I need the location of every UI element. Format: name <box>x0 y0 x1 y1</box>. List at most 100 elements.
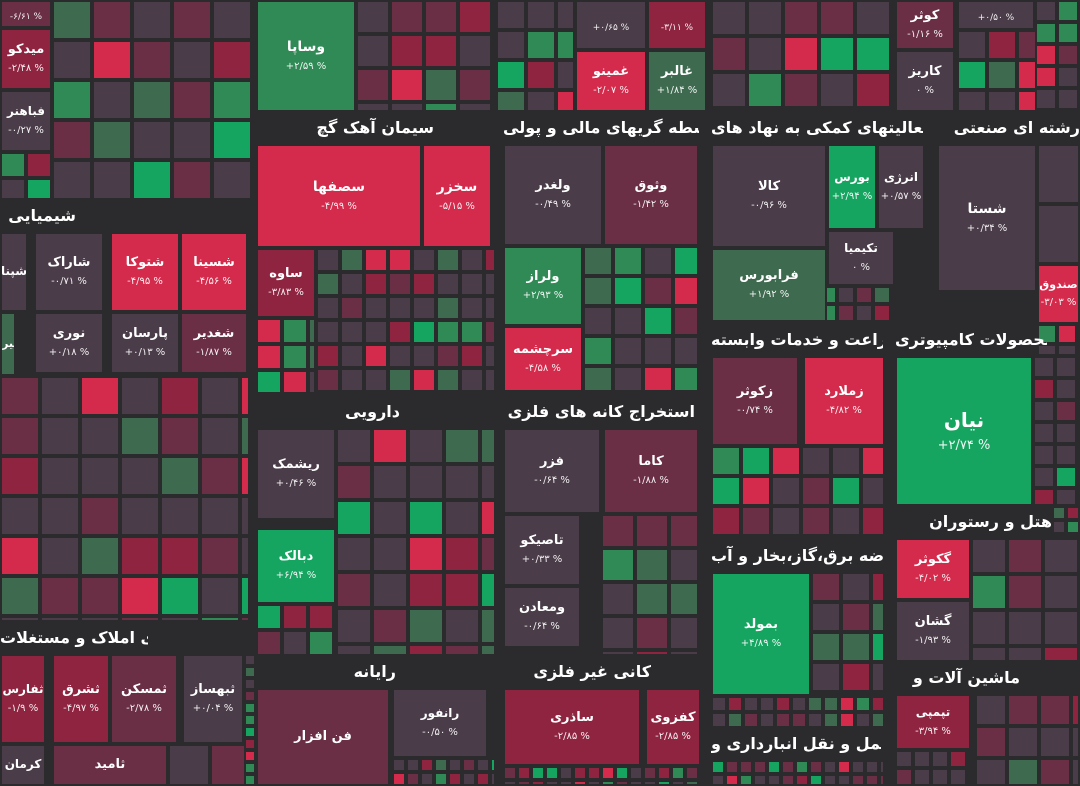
treemap-tile-small[interactable] <box>388 344 412 368</box>
treemap-tile-small[interactable] <box>871 632 885 662</box>
treemap-tile[interactable]: فرابورس +۱/۹۲ % <box>711 248 827 322</box>
treemap-tile-small[interactable] <box>871 662 885 692</box>
treemap-tile[interactable]: تاصیکو +۰/۳۳ % <box>503 514 581 586</box>
treemap-tile-small[interactable] <box>711 760 725 774</box>
treemap-tile-small[interactable] <box>1007 694 1039 726</box>
treemap-tile-small[interactable] <box>771 446 801 476</box>
treemap-tile-small[interactable] <box>837 774 851 786</box>
treemap-tile-small[interactable] <box>120 496 160 536</box>
treemap-tile-small[interactable] <box>420 772 434 786</box>
treemap-tile-small[interactable] <box>412 296 436 320</box>
treemap-tile-small[interactable] <box>1007 574 1043 610</box>
treemap-tile-small[interactable] <box>971 610 1007 646</box>
treemap-tile-small[interactable] <box>559 780 573 786</box>
treemap-tile-small[interactable] <box>601 780 615 786</box>
treemap-tile-small[interactable] <box>256 318 282 344</box>
treemap-tile-small[interactable] <box>424 34 458 68</box>
treemap-tile-small[interactable] <box>967 768 971 786</box>
treemap-tile-small[interactable] <box>412 344 436 368</box>
treemap-tile-small[interactable] <box>971 574 1007 610</box>
treemap-tile-small[interactable] <box>460 296 484 320</box>
treemap-tile-small[interactable] <box>356 68 390 102</box>
treemap-tile-small[interactable] <box>895 750 913 768</box>
treemap-tile-small[interactable] <box>1007 726 1039 758</box>
treemap-tile-small[interactable] <box>711 506 741 536</box>
treemap-tile-small[interactable] <box>957 60 987 90</box>
treemap-tile-small[interactable] <box>80 616 120 622</box>
treemap-tile-small[interactable] <box>460 248 484 272</box>
treemap-tile-small[interactable] <box>436 272 460 296</box>
treemap-tile-small[interactable] <box>256 604 282 630</box>
treemap-tile-small[interactable] <box>861 506 885 536</box>
treemap-tile-small[interactable] <box>364 272 388 296</box>
treemap-tile-small[interactable] <box>484 296 496 320</box>
treemap-tile-small[interactable] <box>629 780 643 786</box>
treemap-tile-small[interactable] <box>775 696 791 712</box>
treemap-tile-small[interactable] <box>340 368 364 392</box>
treemap-tile-small[interactable] <box>559 766 573 780</box>
treemap-tile-small[interactable] <box>160 456 200 496</box>
treemap-tile-small[interactable] <box>462 772 476 786</box>
treemap-tile-small[interactable] <box>931 768 949 786</box>
treemap-tile-small[interactable] <box>841 572 871 602</box>
treemap-tile-small[interactable] <box>711 72 747 108</box>
treemap-tile-small[interactable] <box>1057 66 1079 88</box>
treemap-tile-small[interactable] <box>252 40 256 80</box>
treemap-tile-small[interactable] <box>0 178 26 200</box>
treemap-tile-small[interactable] <box>839 696 855 712</box>
treemap-tile-small[interactable] <box>316 368 340 392</box>
treemap-tile-small[interactable] <box>669 548 699 582</box>
treemap-tile-small[interactable] <box>364 368 388 392</box>
treemap-tile[interactable]: ریشمک +۰/۴۶ % <box>256 428 336 520</box>
treemap-tile-small[interactable] <box>725 774 739 786</box>
treemap-tile-small[interactable] <box>408 500 444 536</box>
treemap-tile-small[interactable] <box>1071 694 1080 726</box>
treemap-tile-small[interactable] <box>340 344 364 368</box>
treemap-tile-small[interactable] <box>484 320 496 344</box>
treemap-tile-small[interactable] <box>503 780 517 786</box>
treemap-tile-small[interactable] <box>841 692 871 696</box>
treemap-tile-small[interactable] <box>801 446 831 476</box>
treemap-tile-small[interactable] <box>767 774 781 786</box>
treemap-tile-small[interactable] <box>458 0 492 34</box>
treemap-tile-small[interactable] <box>861 536 885 540</box>
treemap-tile-small[interactable] <box>635 582 669 616</box>
treemap-tile-small[interactable] <box>390 68 424 102</box>
treemap-tile-small[interactable] <box>747 72 783 108</box>
treemap-tile-small[interactable] <box>855 72 891 108</box>
treemap-tile-small[interactable] <box>811 632 841 662</box>
treemap-tile-small[interactable] <box>613 366 643 392</box>
treemap-tile-small[interactable] <box>1055 444 1077 466</box>
treemap-tile-small[interactable] <box>1066 520 1080 534</box>
treemap-tile[interactable]: انرژی +۰/۵۷ % <box>877 144 925 230</box>
treemap-tile-small[interactable] <box>492 0 496 34</box>
treemap-tile-small[interactable] <box>831 506 861 536</box>
treemap-tile-small[interactable] <box>212 40 252 80</box>
treemap-tile-small[interactable] <box>356 102 390 112</box>
treemap-tile-small[interactable] <box>460 320 484 344</box>
treemap-tile[interactable]: سصفها -۴/۹۹ % <box>256 144 422 248</box>
treemap-tile-small[interactable] <box>200 456 240 496</box>
treemap-tile-small[interactable] <box>240 496 250 536</box>
treemap-tile-small[interactable] <box>0 152 26 178</box>
treemap-tile-small[interactable] <box>408 644 444 656</box>
treemap-tile-small[interactable] <box>436 296 460 320</box>
treemap-tile-small[interactable] <box>783 36 819 72</box>
treemap-tile-small[interactable] <box>556 90 575 112</box>
treemap-tile-small[interactable] <box>372 644 408 656</box>
treemap-tile-small[interactable] <box>545 780 559 786</box>
treemap-tile-small[interactable] <box>52 160 92 200</box>
treemap-tile-small[interactable] <box>80 536 120 576</box>
treemap-tile-small[interactable] <box>583 336 613 366</box>
treemap-tile-small[interactable] <box>132 40 172 80</box>
treemap-tile-small[interactable] <box>823 696 839 712</box>
treemap-tile-small[interactable] <box>132 0 172 40</box>
treemap-tile-small[interactable] <box>40 416 80 456</box>
treemap-tile[interactable]: شغدیر -۱/۸۷ % <box>180 312 248 374</box>
treemap-tile-small[interactable] <box>573 780 587 786</box>
treemap-tile-small[interactable] <box>819 36 855 72</box>
treemap-tile-small[interactable] <box>741 446 771 476</box>
treemap-tile-small[interactable] <box>256 344 282 370</box>
treemap-tile[interactable]: ساذری -۲/۸۵ % <box>503 688 641 766</box>
treemap-tile-small[interactable] <box>244 666 256 678</box>
